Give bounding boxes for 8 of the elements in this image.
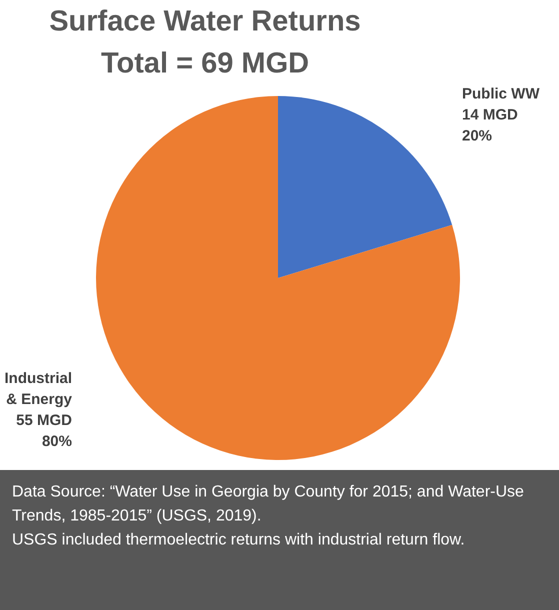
text: USGS included thermoelectric returns with industrial return flow. <box>12 532 465 548</box>
chart-title: Surface Water Returns <box>49 6 361 38</box>
data-label: 14 MGD 20% <box>462 106 518 144</box>
slice-label: Industrial & Energy <box>4 370 73 408</box>
chart-subtitle: Total = 69 MGD <box>100 48 310 80</box>
slice-label: Public WW <box>462 86 540 102</box>
data-label: 55 MGD 80% <box>16 412 72 450</box>
source-note: Data Source: “Water Use in Georgia by County for 2015; and Water-Use Trends, 1985-2015” (USGS, 2019). <box>12 484 528 524</box>
